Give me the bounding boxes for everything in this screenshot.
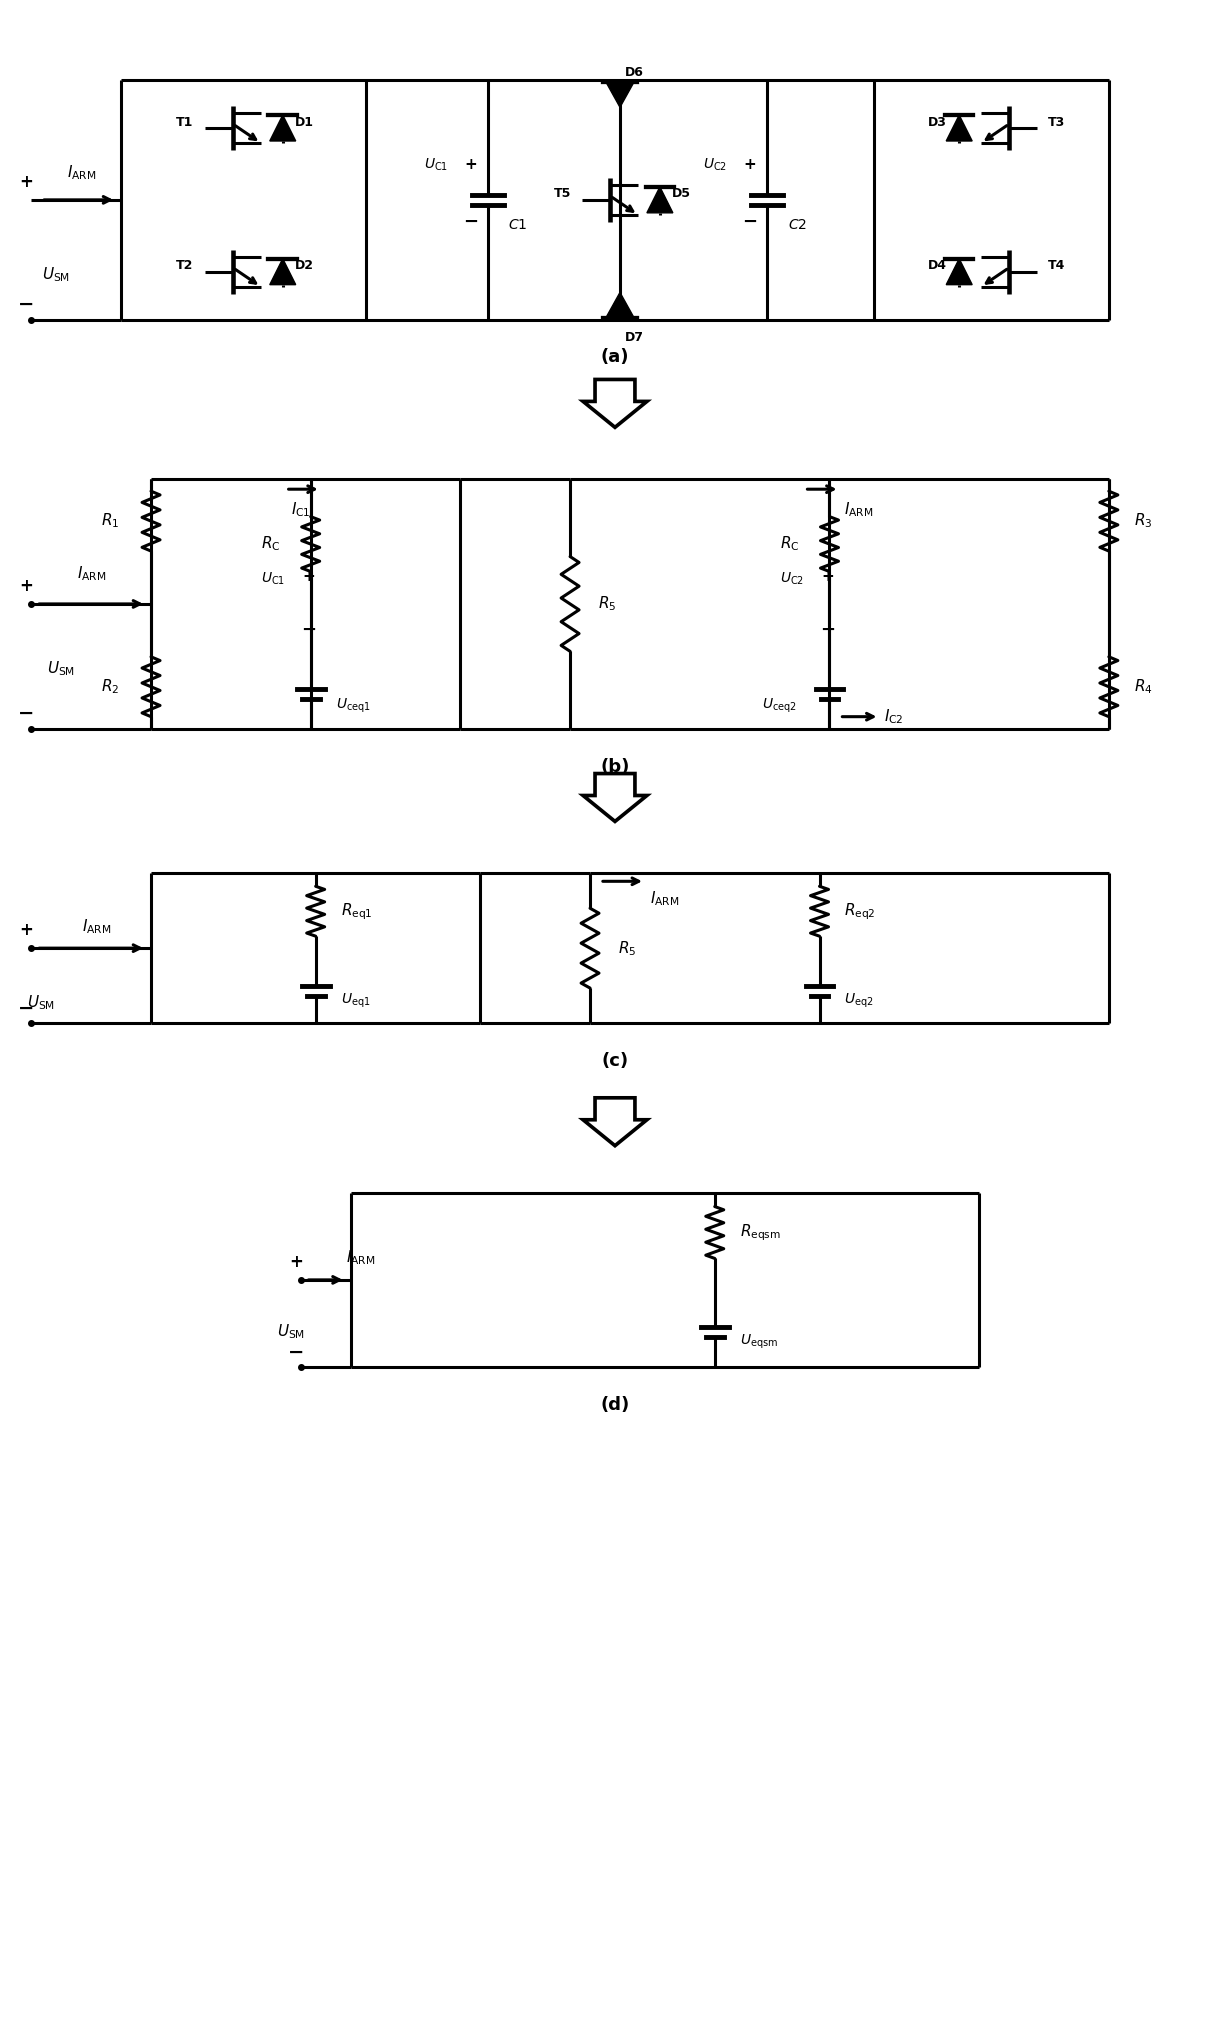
Text: $U_{\mathrm{SM}}$: $U_{\mathrm{SM}}$ — [48, 659, 76, 677]
Text: −: − — [463, 213, 478, 231]
Text: $R_5$: $R_5$ — [618, 939, 636, 957]
Text: $I_{\mathrm{ARM}}$: $I_{\mathrm{ARM}}$ — [82, 917, 111, 935]
Text: +: + — [289, 1253, 302, 1272]
Text: D1: D1 — [295, 116, 315, 128]
Text: (c): (c) — [601, 1053, 629, 1071]
Text: +: + — [20, 578, 33, 594]
Text: +: + — [20, 921, 33, 939]
Text: $I_{\mathrm{C1}}$: $I_{\mathrm{C1}}$ — [291, 499, 311, 519]
Text: (a): (a) — [601, 349, 629, 367]
Text: −: − — [18, 704, 34, 724]
Text: −: − — [288, 1343, 304, 1361]
Text: $U_{\mathrm{SM}}$: $U_{\mathrm{SM}}$ — [43, 266, 71, 284]
Text: $I_{\mathrm{ARM}}$: $I_{\mathrm{ARM}}$ — [650, 888, 679, 909]
Text: $I_{\mathrm{C2}}$: $I_{\mathrm{C2}}$ — [884, 708, 904, 726]
Text: T2: T2 — [177, 260, 194, 272]
Text: $U_{\mathrm{SM}}$: $U_{\mathrm{SM}}$ — [27, 994, 55, 1012]
Text: D5: D5 — [673, 187, 691, 201]
Polygon shape — [946, 116, 973, 142]
Text: $R_{\mathrm{C}}$: $R_{\mathrm{C}}$ — [261, 535, 280, 554]
Text: $I_{\mathrm{ARM}}$: $I_{\mathrm{ARM}}$ — [77, 564, 106, 584]
Text: $U_{\mathrm{eq1}}$: $U_{\mathrm{eq1}}$ — [340, 992, 371, 1010]
Text: (d): (d) — [601, 1395, 629, 1414]
Polygon shape — [647, 187, 673, 213]
Text: $U_{\mathrm{ceq2}}$: $U_{\mathrm{ceq2}}$ — [762, 696, 796, 714]
Text: D6: D6 — [625, 65, 644, 79]
Text: +: + — [744, 158, 757, 172]
Text: (b): (b) — [600, 758, 630, 775]
Text: −: − — [301, 621, 316, 639]
Text: $R_1$: $R_1$ — [101, 511, 119, 531]
Polygon shape — [606, 81, 634, 107]
Text: T5: T5 — [553, 187, 570, 201]
Text: T4: T4 — [1048, 260, 1065, 272]
Text: $U_{\mathrm{C1}}$: $U_{\mathrm{C1}}$ — [424, 156, 449, 172]
Text: −: − — [18, 296, 34, 314]
Text: +: + — [20, 172, 33, 191]
Text: $U_{\mathrm{SM}}$: $U_{\mathrm{SM}}$ — [277, 1322, 305, 1341]
Polygon shape — [583, 773, 647, 821]
Text: D7: D7 — [625, 331, 644, 345]
Text: $I_{\mathrm{ARM}}$: $I_{\mathrm{ARM}}$ — [67, 164, 96, 183]
Text: $C1$: $C1$ — [508, 217, 528, 231]
Text: D3: D3 — [928, 116, 947, 128]
Text: $R_{\mathrm{eq1}}$: $R_{\mathrm{eq1}}$ — [340, 900, 372, 921]
Text: $I_{\mathrm{ARM}}$: $I_{\mathrm{ARM}}$ — [346, 1249, 375, 1268]
Text: T1: T1 — [177, 116, 194, 128]
Polygon shape — [269, 260, 296, 284]
Text: T3: T3 — [1048, 116, 1065, 128]
Text: $I_{\mathrm{ARM}}$: $I_{\mathrm{ARM}}$ — [845, 499, 874, 519]
Text: D4: D4 — [928, 260, 947, 272]
Polygon shape — [946, 260, 973, 284]
Text: $U_{\mathrm{C1}}$: $U_{\mathrm{C1}}$ — [261, 570, 285, 588]
Text: $U_{\mathrm{eq2}}$: $U_{\mathrm{eq2}}$ — [845, 992, 874, 1010]
Polygon shape — [269, 116, 296, 142]
Text: D2: D2 — [295, 260, 315, 272]
Polygon shape — [606, 292, 634, 318]
Text: −: − — [18, 998, 34, 1018]
Polygon shape — [583, 1097, 647, 1146]
Text: $R_{\mathrm{eq2}}$: $R_{\mathrm{eq2}}$ — [845, 900, 876, 921]
Text: $R_{\mathrm{eqsm}}$: $R_{\mathrm{eqsm}}$ — [740, 1223, 780, 1243]
Text: $U_{\mathrm{ceq1}}$: $U_{\mathrm{ceq1}}$ — [335, 696, 371, 714]
Text: −: − — [742, 213, 758, 231]
Text: $U_{\mathrm{eqsm}}$: $U_{\mathrm{eqsm}}$ — [740, 1332, 778, 1351]
Text: $U_{\mathrm{C2}}$: $U_{\mathrm{C2}}$ — [779, 570, 803, 588]
Text: +: + — [822, 568, 834, 584]
Polygon shape — [583, 379, 647, 428]
Text: $C2$: $C2$ — [787, 217, 807, 231]
Text: $R_5$: $R_5$ — [599, 594, 617, 612]
Text: $R_3$: $R_3$ — [1134, 511, 1152, 531]
Text: $U_{\mathrm{C2}}$: $U_{\mathrm{C2}}$ — [703, 156, 728, 172]
Text: $R_{\mathrm{C}}$: $R_{\mathrm{C}}$ — [780, 535, 800, 554]
Text: +: + — [302, 568, 315, 584]
Text: −: − — [820, 621, 835, 639]
Text: $R_4$: $R_4$ — [1134, 677, 1152, 696]
Text: +: + — [464, 158, 477, 172]
Text: $R_2$: $R_2$ — [101, 677, 119, 696]
